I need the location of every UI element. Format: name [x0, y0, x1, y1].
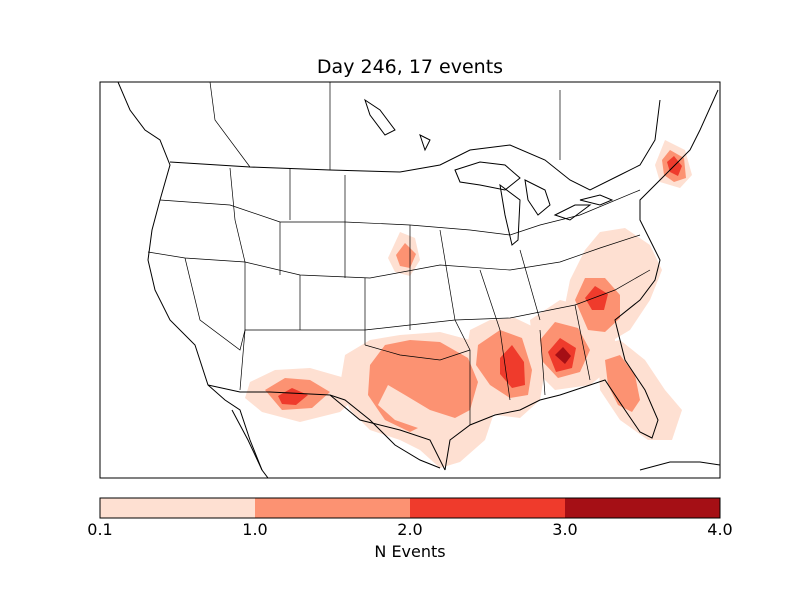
coastlines [117, 82, 720, 478]
contour-level-1 [245, 140, 692, 468]
mexico-border [207, 384, 441, 469]
colorbar-tick: 0.1 [87, 520, 113, 539]
contour-level-4 [555, 347, 571, 364]
map-area [117, 82, 720, 478]
map-frame [99, 81, 721, 479]
colorbar-tick: 2.0 [397, 520, 423, 539]
contour-nebraska-medium [396, 243, 416, 268]
colorbar-segment-4 [565, 498, 720, 518]
colorbar [99, 497, 721, 519]
mexico-coast [231, 409, 720, 471]
contour-texas-medium [368, 340, 478, 432]
great-lakes [454, 161, 614, 246]
contour-gulf-red [500, 345, 525, 388]
contour-carolina-red [585, 286, 608, 310]
contour-florida-medium [605, 355, 640, 412]
east-coast [614, 89, 719, 341]
state-borders [147, 82, 651, 425]
contour-georgia-darkred [555, 347, 571, 364]
colorbar-frame [99, 497, 721, 519]
canada-border [169, 99, 661, 191]
colorbar-label: N Events [374, 542, 446, 561]
colorbar-segment-1 [100, 498, 255, 518]
colorbar-segment-2 [255, 498, 410, 518]
colorbar-tick: 3.0 [552, 520, 578, 539]
west-coast [117, 82, 269, 478]
contour-sw-red [278, 388, 308, 405]
chart-title: Day 246, 17 events [316, 56, 504, 78]
colorbar-tick: 1.0 [242, 520, 268, 539]
canadian-lakes [364, 98, 431, 152]
colorbar-segment-3 [410, 498, 565, 518]
colorbar-tick: 4.0 [707, 520, 733, 539]
gulf-coast [329, 339, 659, 471]
